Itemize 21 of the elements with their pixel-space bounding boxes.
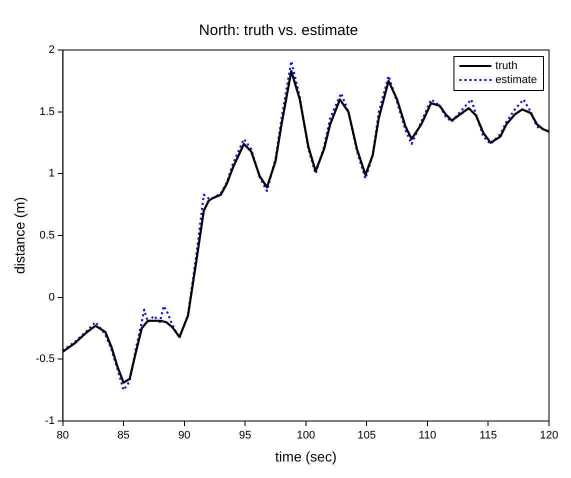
legend-label: truth bbox=[495, 60, 518, 72]
y-tick-label: 0 bbox=[48, 291, 55, 304]
y-tick-label: 1.5 bbox=[39, 106, 55, 118]
x-tick-label: 90 bbox=[178, 430, 190, 442]
x-tick-label: 105 bbox=[357, 430, 376, 442]
x-tick-label: 110 bbox=[418, 430, 436, 442]
x-tick-label: 120 bbox=[540, 430, 558, 442]
x-axis-title: time (sec) bbox=[275, 448, 337, 464]
x-tick-label: 95 bbox=[238, 430, 252, 442]
x-tick-label: 85 bbox=[117, 430, 130, 442]
y-axis-title: distance (m) bbox=[11, 196, 28, 274]
chart-title: North: truth vs. estimate bbox=[198, 22, 358, 40]
x-tick-label: 115 bbox=[479, 430, 497, 442]
y-tick-label: 1 bbox=[48, 168, 55, 180]
y-tick-label: -1 bbox=[44, 415, 55, 428]
x-tick-label: 80 bbox=[56, 430, 69, 442]
x-tick-label: 100 bbox=[296, 430, 316, 442]
y-tick-label: 0.5 bbox=[39, 230, 55, 242]
y-tick-label: 2 bbox=[48, 44, 55, 56]
legend-label: estimate bbox=[495, 74, 538, 86]
y-tick-label: -0.5 bbox=[36, 353, 55, 366]
